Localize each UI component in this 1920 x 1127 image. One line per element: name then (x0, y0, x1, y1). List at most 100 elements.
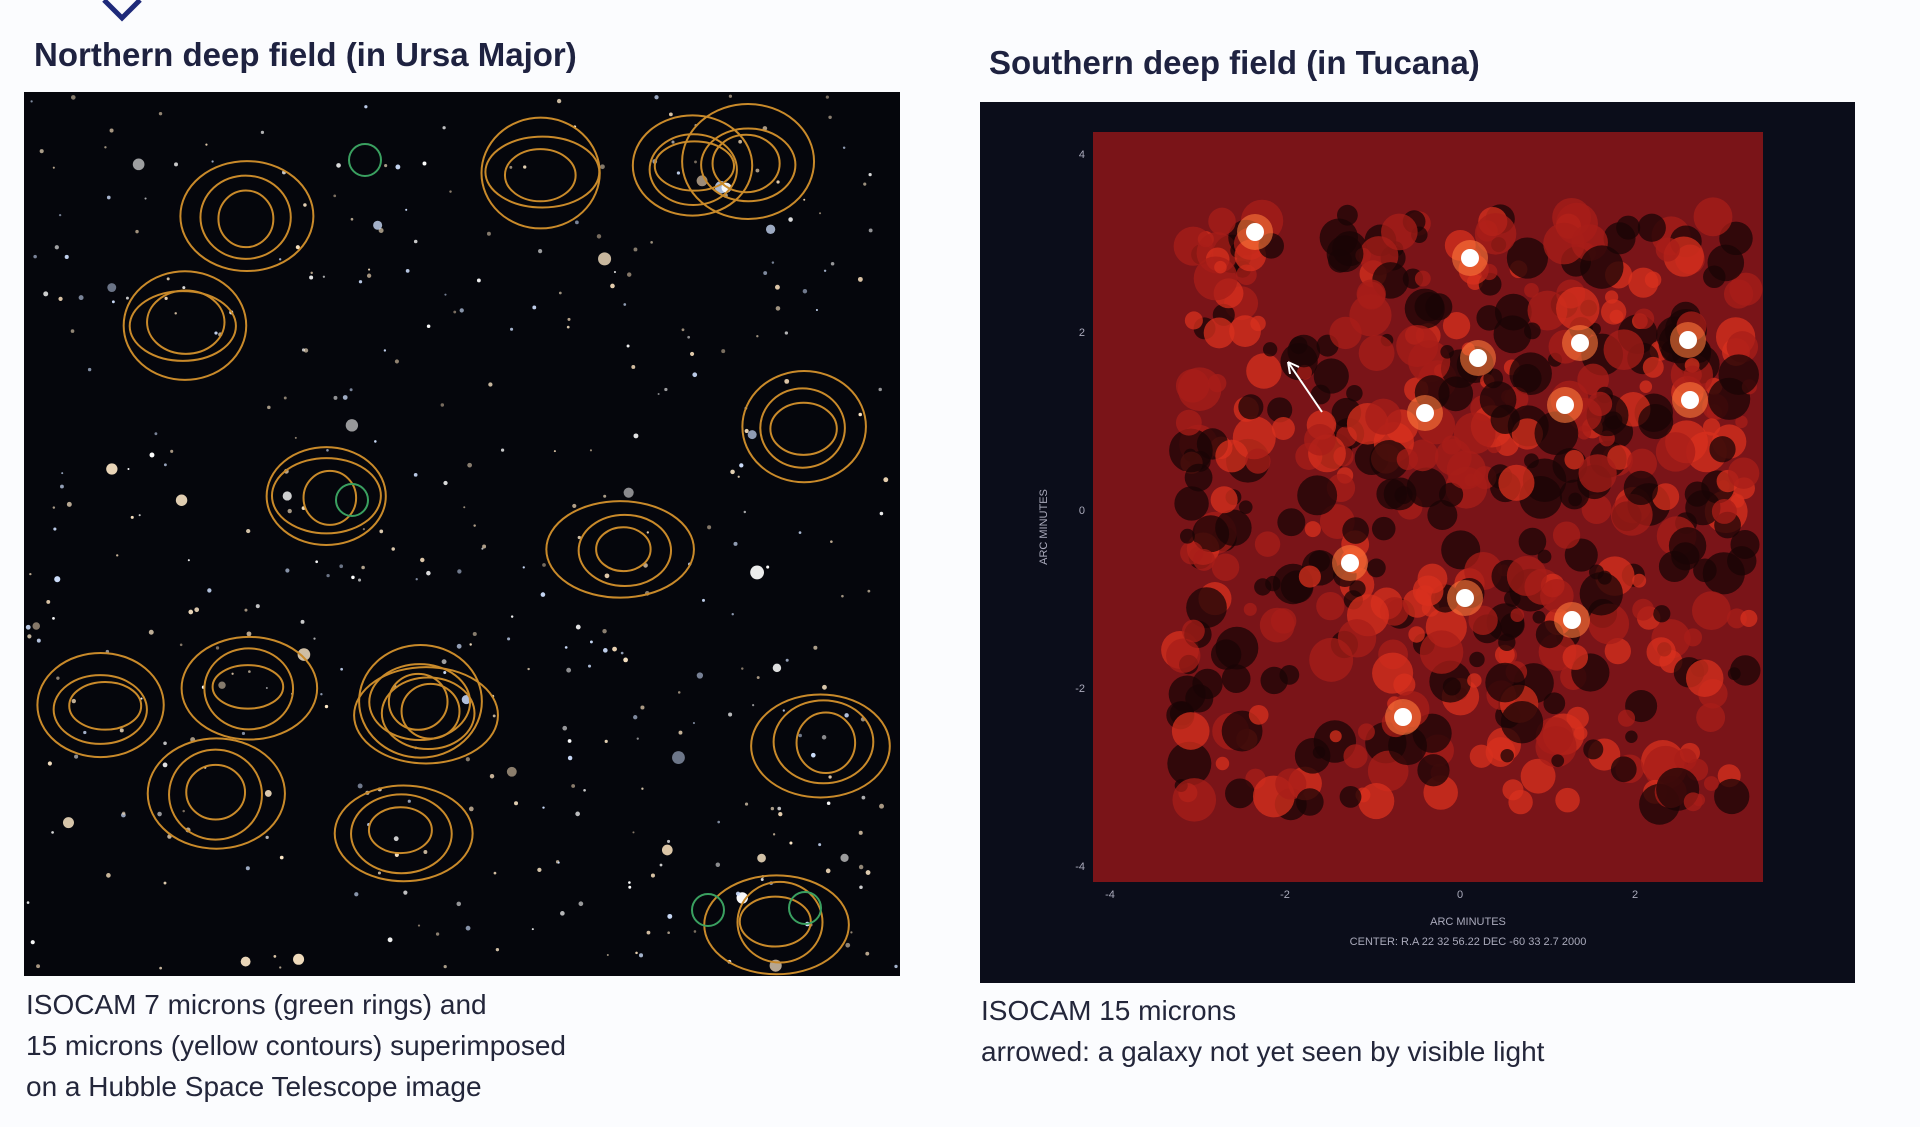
contour (711, 133, 781, 194)
star (777, 806, 782, 811)
blob (1271, 416, 1295, 440)
star (845, 942, 851, 948)
blob (1210, 486, 1238, 514)
star (628, 881, 631, 884)
contour (179, 160, 315, 273)
blob (1298, 565, 1321, 588)
contour (595, 526, 652, 573)
star (309, 275, 314, 280)
star (440, 403, 445, 407)
star (453, 310, 457, 314)
blob (1417, 754, 1450, 787)
star (650, 241, 653, 244)
blob (1446, 450, 1486, 490)
star (738, 139, 742, 144)
star (441, 659, 447, 665)
star (822, 684, 827, 690)
star (577, 535, 581, 540)
star (788, 217, 793, 222)
star (260, 130, 265, 135)
star (106, 195, 111, 200)
star (132, 158, 145, 171)
blob (1215, 756, 1230, 771)
star (626, 344, 630, 348)
x-axis-label: ARC MINUTES (1430, 916, 1506, 928)
blob (1603, 329, 1645, 371)
blob (1270, 608, 1297, 634)
star (735, 891, 741, 896)
blob (1633, 308, 1655, 330)
star (66, 501, 72, 507)
star (879, 803, 884, 809)
star (531, 928, 534, 931)
blob (1518, 527, 1547, 556)
star (467, 462, 473, 468)
star (731, 613, 734, 616)
star (407, 799, 411, 803)
star (83, 730, 87, 735)
star (345, 419, 359, 432)
contour (750, 693, 891, 799)
star (721, 349, 726, 354)
star (214, 331, 218, 335)
star (598, 252, 612, 266)
star (765, 224, 776, 234)
blob (1520, 758, 1556, 794)
blob (1740, 609, 1758, 627)
blob (1581, 494, 1612, 525)
star (340, 667, 343, 671)
star (596, 234, 602, 239)
star (659, 863, 663, 867)
star (149, 452, 155, 458)
star (567, 739, 572, 743)
blob (1500, 701, 1544, 744)
blob (1467, 673, 1482, 688)
star (70, 95, 76, 100)
star (771, 261, 775, 264)
star (603, 494, 607, 498)
blob (1702, 552, 1745, 595)
blob (1638, 404, 1674, 440)
blob (1297, 364, 1312, 380)
blob (1172, 778, 1217, 822)
star (52, 616, 55, 620)
blob (1469, 744, 1494, 768)
star (125, 296, 129, 300)
star (357, 783, 363, 789)
contour (211, 664, 285, 710)
star (127, 468, 130, 471)
star (815, 308, 818, 312)
isocam-map (1161, 197, 1763, 825)
blob (1543, 692, 1566, 715)
contour (577, 513, 673, 588)
star (164, 296, 168, 300)
caption-line: ISOCAM 15 microns (981, 995, 1237, 1026)
star (205, 143, 208, 146)
star (273, 955, 277, 958)
star (776, 180, 780, 184)
blob (1718, 354, 1759, 395)
star (339, 564, 344, 569)
star (752, 704, 755, 707)
star (810, 752, 816, 758)
star (509, 165, 513, 169)
star (672, 751, 685, 764)
ticks: 4 2 0 -2 -4 -4 -2 0 2 (1075, 149, 1638, 901)
star (602, 628, 607, 634)
star (358, 280, 363, 284)
star (166, 277, 170, 281)
star (106, 463, 118, 475)
star (162, 762, 168, 768)
star (863, 182, 867, 186)
star (830, 261, 835, 266)
star (43, 291, 49, 297)
star (456, 643, 462, 649)
star (443, 480, 448, 486)
star (297, 648, 311, 661)
blob (1685, 659, 1724, 697)
star (58, 213, 62, 217)
blob (1171, 712, 1210, 750)
star (766, 565, 770, 569)
